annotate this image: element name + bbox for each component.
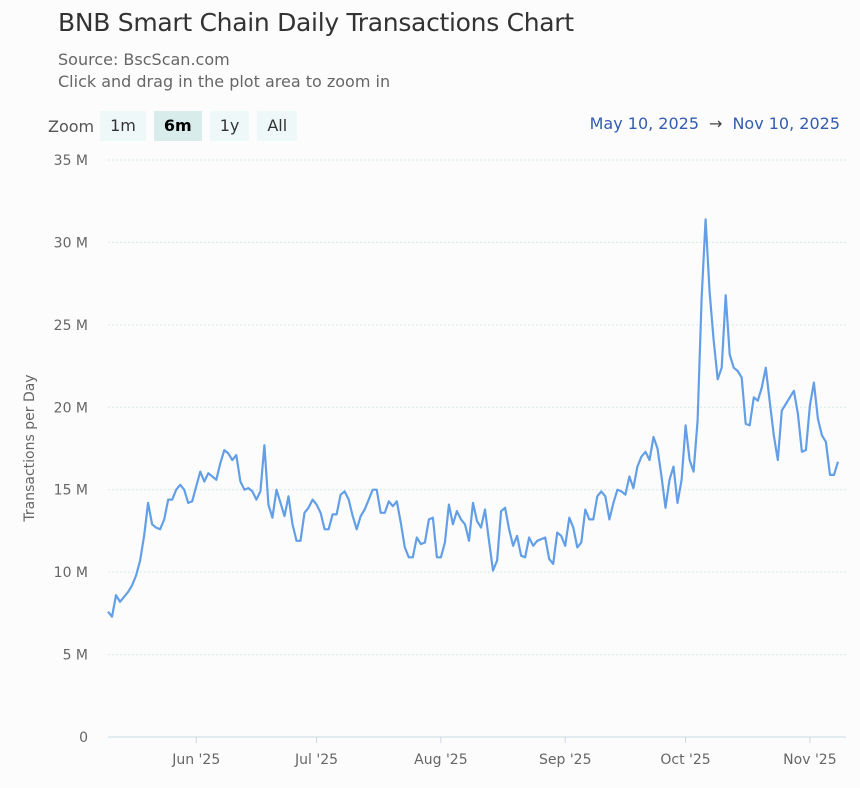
y-tick-label: 10 M (54, 565, 88, 581)
y-tick-label: 25 M (54, 318, 88, 334)
x-tick-label: Aug '25 (414, 752, 467, 768)
y-axis-ticks: 0 5 M 10 M 15 M 20 M 25 M 30 M 35 M (54, 153, 88, 746)
series-line (107, 218, 840, 618)
gridlines (108, 159, 846, 738)
arrow-right-icon: → (709, 114, 723, 133)
date-range: May 10, 2025 → Nov 10, 2025 (590, 114, 840, 133)
zoom-all-button[interactable]: All (257, 111, 298, 141)
chart-title: BNB Smart Chain Daily Transactions Chart (58, 8, 574, 37)
y-tick-label: 30 M (54, 235, 88, 251)
zoom-label: Zoom (48, 116, 95, 136)
x-tick-label: Nov '25 (783, 752, 836, 768)
x-tick-label: Jun '25 (171, 752, 220, 768)
y-tick-label: 5 M (63, 648, 88, 664)
chart-hint: Click and drag in the plot area to zoom … (58, 72, 391, 91)
range-from-input[interactable]: May 10, 2025 (589, 114, 700, 133)
chart-source: Source: BscScan.com (58, 50, 230, 69)
range-to-input[interactable]: Nov 10, 2025 (732, 114, 840, 133)
y-axis-title: Transactions per Day (22, 374, 38, 522)
x-tick-label: Oct '25 (660, 752, 710, 768)
y-tick-label: 15 M (54, 483, 88, 499)
zoom-6m-button[interactable]: 6m (153, 111, 202, 141)
y-tick-label: 0 (79, 730, 88, 746)
zoom-1m-button[interactable]: 1m (100, 111, 146, 141)
x-axis-ticks: Jun '25 Jul '25 Aug '25 Sep '25 Oct '25 Nov '… (171, 737, 837, 768)
x-tick-label: Jul '25 (294, 752, 338, 768)
y-tick-label: 35 M (54, 153, 88, 169)
x-tick-label: Sep '25 (539, 752, 592, 768)
range-selector: Zoom 1m 6m 1y All (48, 111, 305, 141)
y-tick-label: 20 M (54, 400, 88, 416)
zoom-1y-button[interactable]: 1y (209, 111, 250, 141)
